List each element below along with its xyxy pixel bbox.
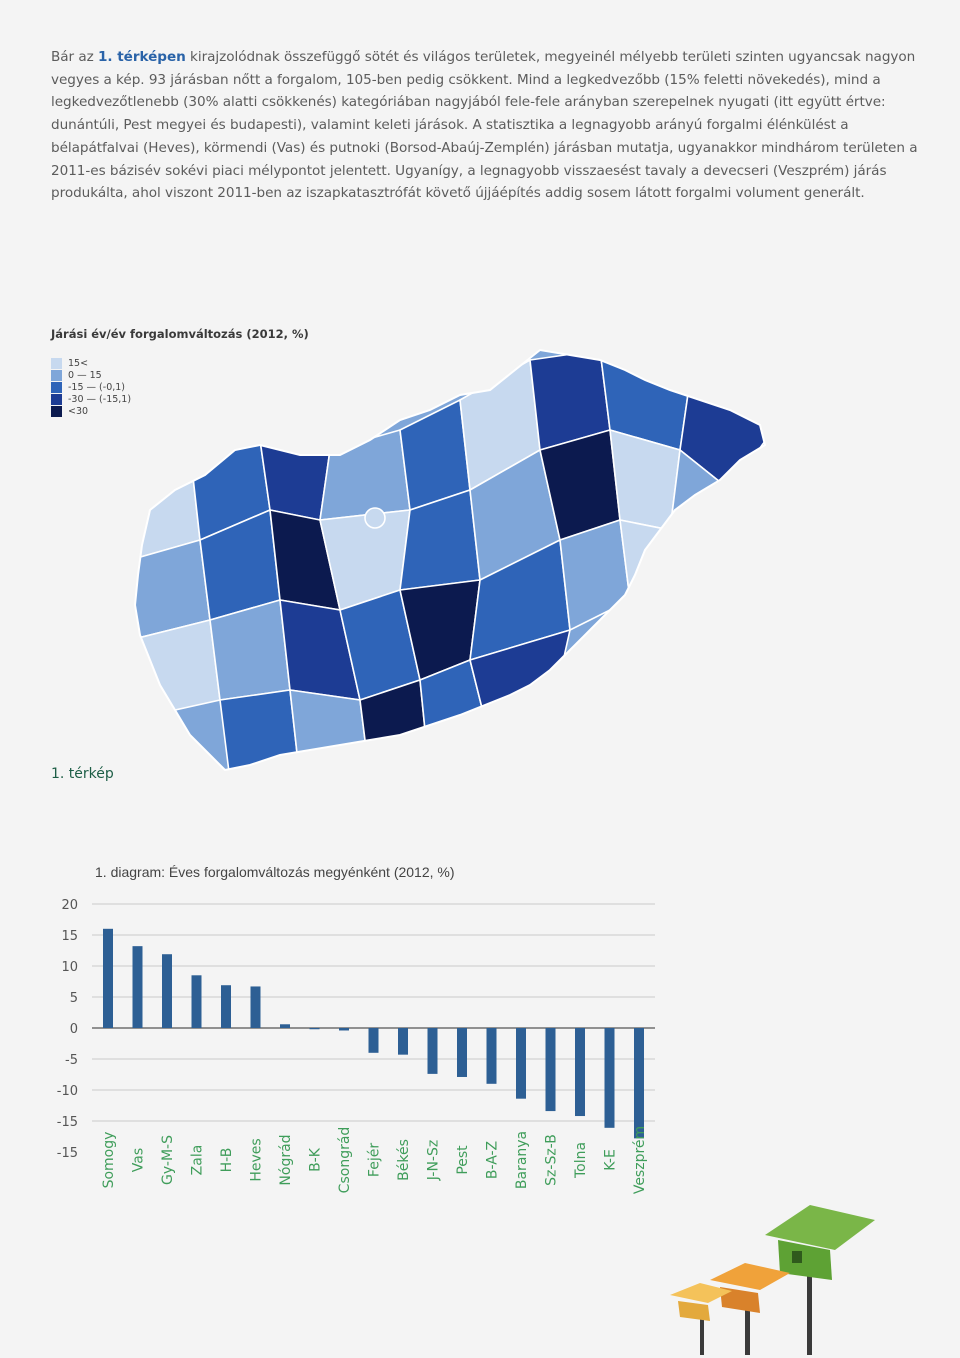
bar: [191, 975, 202, 1028]
bar: [221, 985, 231, 1028]
y-tick-label: -15: [57, 1115, 78, 1130]
map-caption: 1. térkép: [51, 766, 114, 782]
map-region: [289, 689, 371, 770]
bar: [634, 1028, 644, 1139]
bar: [457, 1028, 467, 1077]
legend-swatch: [51, 369, 62, 381]
bar: [427, 1028, 438, 1074]
legend-label: -15 — (-0,1): [68, 381, 126, 393]
bar: [132, 946, 143, 1028]
legend-swatch: [51, 381, 62, 393]
chart-title: 1. diagram: Éves forgalomváltozás megyén…: [95, 864, 455, 880]
x-category-label: Somogy: [101, 1132, 117, 1189]
legend-label: -30 — (-15,1): [68, 393, 132, 405]
legend-item: 0 — 15: [51, 369, 131, 381]
legend-item: -30 — (-15,1): [51, 393, 131, 405]
x-category-label: Heves: [249, 1138, 265, 1181]
bar: [486, 1028, 497, 1084]
legend-label: <30: [68, 405, 89, 417]
x-category-label: Veszprém: [632, 1126, 648, 1194]
bar: [280, 1024, 290, 1028]
paragraph-pre: Bár az: [51, 49, 99, 65]
legend-item: -15 — (-0,1): [51, 381, 131, 393]
y-tick-label: 10: [61, 960, 78, 975]
x-category-label: Baranya: [514, 1131, 530, 1189]
map-region: [259, 439, 331, 521]
bar: [162, 954, 172, 1028]
country-border: [133, 348, 767, 772]
y-tick-label: 20: [61, 898, 78, 913]
x-category-label: B-A-Z: [485, 1141, 501, 1179]
county-bar-chart: 1. diagram: Éves forgalomváltozás megyén…: [57, 864, 655, 1194]
y-tick-label: 0: [70, 1022, 78, 1037]
y-tick-label: 15: [61, 929, 78, 944]
paragraph-body: kirajzolódnak összefüggő sötét és világo…: [51, 49, 918, 202]
x-category-label: Fejér: [367, 1143, 383, 1177]
x-category-label: Békés: [396, 1139, 412, 1181]
bar: [368, 1028, 379, 1053]
bar: [575, 1028, 585, 1117]
legend-swatch: [51, 393, 62, 405]
map-title: Járási év/év forgalomváltozás (2012, %): [51, 327, 309, 341]
y-tick-label: -5: [65, 1053, 78, 1068]
map-region: [559, 518, 631, 632]
bar: [339, 1028, 349, 1031]
bar: [604, 1028, 615, 1128]
y-tick-label: -15: [57, 1146, 78, 1161]
bar: [250, 986, 261, 1028]
x-category-label: H-B: [219, 1148, 235, 1173]
x-category-label: J-N-Sz: [426, 1140, 442, 1181]
legend-item: <30: [51, 405, 131, 417]
x-category-label: B-K: [308, 1147, 324, 1172]
paragraph-emphasis: 1. térképen: [98, 49, 186, 65]
map-legend: 15< 0 — 15 -15 — (-0,1) -30 — (-15,1) <3…: [51, 357, 131, 417]
intro-paragraph: Bár az 1. térképen kirajzolódnak összefü…: [51, 46, 921, 205]
legend-label: 0 — 15: [68, 369, 102, 381]
y-tick-label: -10: [57, 1084, 78, 1099]
budapest-region: [364, 507, 386, 529]
map-region: [219, 689, 301, 770]
bar: [516, 1028, 526, 1099]
map-region: [135, 439, 201, 562]
legend-swatch: [51, 405, 62, 417]
legend-swatch: [51, 357, 62, 369]
x-category-label: Sz-Sz-B: [544, 1134, 560, 1186]
x-category-label: Gy-M-S: [160, 1135, 176, 1185]
x-category-label: Csongrád: [337, 1127, 353, 1194]
x-category-label: Nógrád: [278, 1134, 294, 1185]
x-category-label: K-E: [603, 1149, 619, 1171]
legend-label: 15<: [68, 357, 89, 369]
bar: [309, 1028, 320, 1030]
x-category-label: Pest: [455, 1145, 471, 1175]
x-category-label: Tolna: [573, 1142, 589, 1179]
map-region: [619, 518, 671, 612]
hungary-district-map: [133, 348, 767, 772]
bar: [545, 1028, 556, 1112]
y-tick-label: 5: [70, 991, 78, 1006]
x-category-label: Vas: [131, 1148, 147, 1172]
bar: [103, 928, 113, 1028]
legend-item: 15<: [51, 357, 131, 369]
x-category-label: Zala: [190, 1145, 206, 1176]
birdhouse-illustration: 3: [670, 1205, 875, 1355]
bar: [398, 1028, 408, 1055]
